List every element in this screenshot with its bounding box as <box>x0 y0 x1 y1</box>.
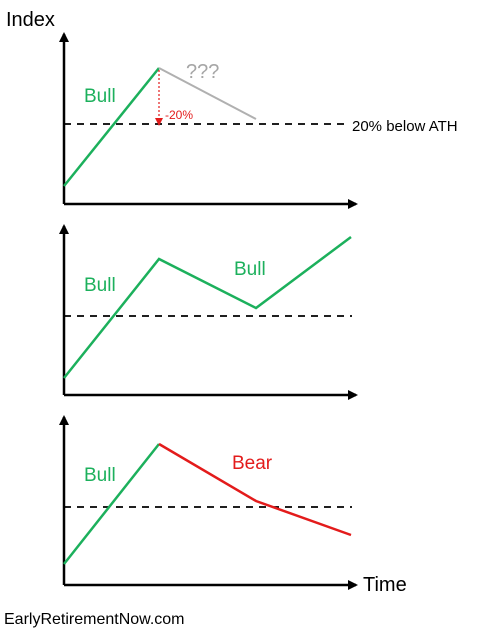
panel2-bull-line <box>63 235 352 379</box>
drop-label: -20% <box>165 108 193 122</box>
y-axis-label: Index <box>6 9 55 31</box>
panel1-bull-label: Bull <box>84 86 116 107</box>
panel2-bull-label-1: Bull <box>84 275 116 296</box>
panel-correction: Bull Bull <box>59 224 358 400</box>
threshold-label: 20% below ATH <box>352 118 458 135</box>
panel1-unknown-line <box>158 67 257 120</box>
question-label: ??? <box>186 61 219 83</box>
panel-uncertain: 20% below ATH Bull ??? -20% <box>59 32 458 209</box>
panel3-bear-line <box>158 442 352 537</box>
panel1-bull-line <box>63 67 160 187</box>
panel-bear-market: Bull Bear <box>59 415 358 590</box>
x-axis-label: Time <box>363 574 407 596</box>
panel3-bull-label: Bull <box>84 465 116 486</box>
panel3-bull-line <box>63 443 160 565</box>
footer-credit: EarlyRetirementNow.com <box>4 611 185 628</box>
panel3-bear-label: Bear <box>232 453 273 474</box>
panel2-bull-label-2: Bull <box>234 259 266 280</box>
